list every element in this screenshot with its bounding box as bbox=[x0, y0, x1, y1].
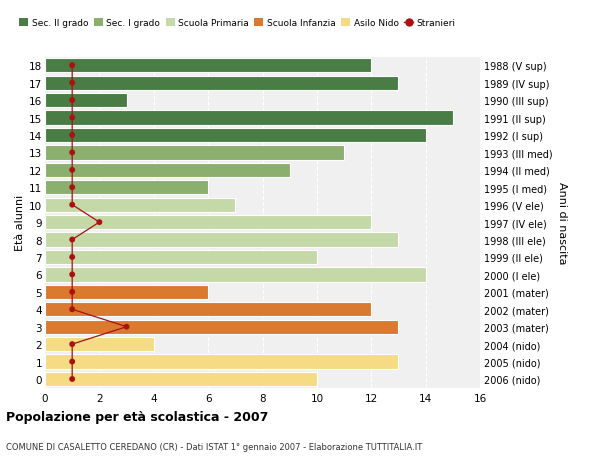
Bar bbox=[45, 59, 371, 73]
Point bbox=[67, 62, 77, 70]
Point bbox=[67, 236, 77, 244]
Y-axis label: Età alunni: Età alunni bbox=[15, 195, 25, 251]
Bar bbox=[45, 215, 371, 230]
Point bbox=[67, 167, 77, 174]
Bar bbox=[45, 355, 398, 369]
Bar bbox=[45, 94, 127, 108]
Bar bbox=[45, 198, 235, 213]
Bar bbox=[45, 285, 208, 299]
Bar bbox=[45, 337, 154, 352]
Bar bbox=[45, 268, 425, 282]
Text: COMUNE DI CASALETTO CEREDANO (CR) - Dati ISTAT 1° gennaio 2007 - Elaborazione TU: COMUNE DI CASALETTO CEREDANO (CR) - Dati… bbox=[6, 442, 422, 451]
Point bbox=[67, 306, 77, 313]
Legend: Sec. II grado, Sec. I grado, Scuola Primaria, Scuola Infanzia, Asilo Nido, Stran: Sec. II grado, Sec. I grado, Scuola Prim… bbox=[19, 19, 456, 28]
Bar bbox=[45, 181, 208, 195]
Point bbox=[95, 219, 104, 226]
Text: Popolazione per età scolastica - 2007: Popolazione per età scolastica - 2007 bbox=[6, 410, 268, 423]
Y-axis label: Anni di nascita: Anni di nascita bbox=[557, 181, 566, 264]
Bar bbox=[45, 129, 425, 143]
Bar bbox=[45, 146, 344, 160]
Point bbox=[67, 115, 77, 122]
Point bbox=[67, 97, 77, 105]
Point bbox=[67, 271, 77, 279]
Point bbox=[67, 202, 77, 209]
Point bbox=[67, 375, 77, 383]
Bar bbox=[45, 163, 290, 178]
Bar bbox=[45, 250, 317, 264]
Bar bbox=[45, 233, 398, 247]
Point bbox=[67, 341, 77, 348]
Point bbox=[122, 323, 131, 330]
Point bbox=[67, 132, 77, 140]
Bar bbox=[45, 76, 398, 90]
Point bbox=[67, 289, 77, 296]
Point bbox=[67, 358, 77, 365]
Point bbox=[67, 254, 77, 261]
Point bbox=[67, 184, 77, 191]
Bar bbox=[45, 320, 398, 334]
Point bbox=[67, 80, 77, 87]
Bar bbox=[45, 111, 453, 125]
Bar bbox=[45, 302, 371, 317]
Point bbox=[67, 149, 77, 157]
Bar bbox=[45, 372, 317, 386]
